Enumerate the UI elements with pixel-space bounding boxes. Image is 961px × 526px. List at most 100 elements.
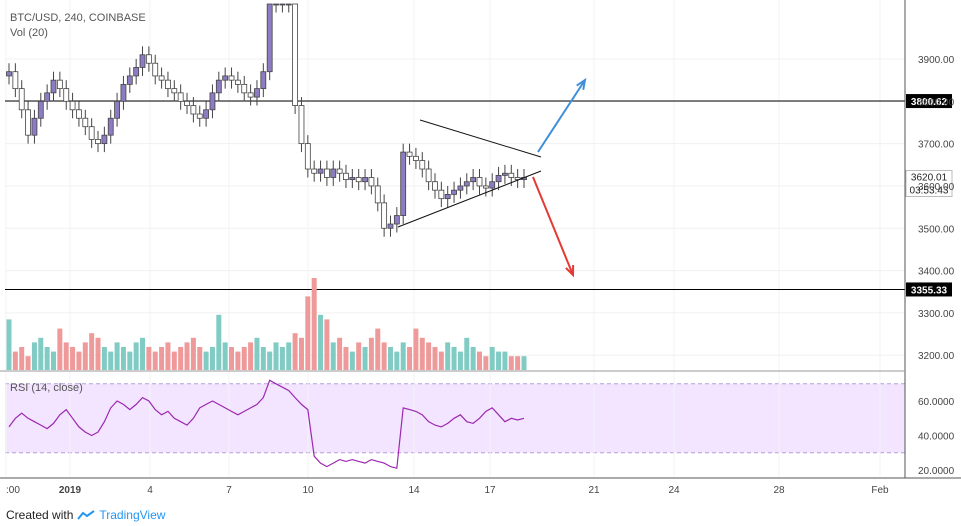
candle-body (177, 92, 184, 102)
time-tick-label: 7 (226, 485, 232, 496)
candle-body (451, 189, 457, 195)
candle-body (514, 177, 521, 180)
volume-bar (241, 347, 247, 370)
volume-bar (184, 342, 190, 370)
volume-bar (222, 342, 228, 370)
candle-body (502, 172, 508, 176)
candle-body (12, 71, 19, 90)
volume-bar (356, 342, 362, 370)
volume-bar (190, 337, 196, 370)
volume-bars (6, 278, 527, 370)
volume-bar (197, 347, 203, 370)
candle-body (6, 71, 12, 77)
volume-bar (508, 356, 514, 370)
volume-bar (451, 347, 457, 370)
volume-bar (419, 337, 425, 370)
volume-bar (25, 356, 31, 370)
last-price-label: 3620.01 (911, 172, 948, 183)
price-tick-label: 3300.00 (918, 309, 955, 320)
candle-body (133, 67, 140, 77)
rsi-tick-label: 20.0000 (918, 466, 955, 477)
candle-body (209, 92, 216, 111)
candle-body (438, 189, 445, 200)
volume-bar (248, 342, 254, 370)
candle-body (463, 181, 470, 187)
candle-body (355, 177, 362, 183)
candle-body (330, 168, 337, 178)
volume-bar (178, 347, 184, 370)
candle-body (184, 100, 190, 106)
volume-bar (101, 347, 107, 370)
candles (6, 3, 527, 237)
time-tick-label: 4 (147, 485, 153, 496)
volume-bar (324, 319, 330, 370)
volume-bar (254, 337, 260, 370)
volume-bar (457, 351, 463, 370)
grid (5, 0, 905, 478)
candle-body (489, 181, 496, 189)
last-price-tag (905, 169, 953, 197)
candle-body (25, 109, 31, 136)
price-tick-label: 3500.00 (918, 224, 955, 235)
candle-body (292, 3, 299, 106)
volume-bar (114, 342, 120, 370)
candle-body (508, 172, 515, 178)
time-tick-label: 24 (668, 485, 680, 496)
candle-body (120, 83, 127, 102)
candle-body (139, 54, 146, 68)
candle-body (56, 79, 63, 90)
volume-bar (349, 351, 355, 370)
volume-bar (159, 347, 165, 370)
time-tick-label: 10 (302, 485, 314, 496)
volume-bar (108, 351, 114, 370)
volume-bar (279, 347, 285, 370)
triangle-lower-line (397, 170, 542, 228)
volume-bar (298, 337, 304, 370)
candle-body (82, 117, 89, 128)
volume-bar (95, 337, 101, 370)
volume-bar (133, 342, 139, 370)
candle-body (413, 155, 419, 161)
annotations (397, 77, 587, 278)
bearish-projection-arrow-head (565, 264, 575, 278)
volume-label: Vol (20) (10, 27, 48, 39)
volume-bar (203, 351, 209, 370)
candle-body (254, 88, 260, 98)
volume-bar (6, 319, 12, 370)
volume-bar (89, 333, 95, 370)
candle-body (343, 172, 349, 180)
footer: Created with TradingView (6, 508, 165, 522)
candle-body (63, 88, 70, 102)
axes: 3200.00 3300.00 3400.00 3500.00 3600.00 3700.… (0, 0, 961, 496)
volume-bar (400, 342, 406, 370)
candle-body (273, 3, 279, 6)
volume-bar (337, 337, 343, 370)
candle-body (279, 3, 286, 6)
candle-body (171, 88, 178, 94)
countdown-label: 03:53:43 (910, 185, 949, 196)
candle-body (393, 215, 400, 225)
volume-bar (76, 351, 82, 370)
candle-body (457, 185, 464, 191)
volume-bar (445, 342, 451, 370)
volume-bar (44, 347, 50, 370)
volume-bar (12, 351, 18, 370)
volume-bar (432, 347, 438, 370)
volume-bar (63, 342, 69, 370)
candle-body (152, 62, 159, 77)
candle-body (18, 88, 25, 111)
tradingview-brand[interactable]: TradingView (99, 508, 166, 522)
level-label: 3800.62 (911, 97, 948, 108)
candle-body (222, 75, 229, 81)
price-tick-label: 3700.00 (918, 140, 955, 151)
candle-body (247, 92, 254, 98)
volume-bar (318, 314, 324, 370)
candle-body (419, 160, 426, 170)
volume-bar (82, 342, 88, 370)
volume-bar (171, 351, 177, 370)
candle-body (304, 143, 311, 170)
volume-bar (483, 356, 489, 370)
volume-bar (51, 351, 57, 370)
candle-body (298, 105, 305, 145)
candle-body (31, 117, 38, 136)
